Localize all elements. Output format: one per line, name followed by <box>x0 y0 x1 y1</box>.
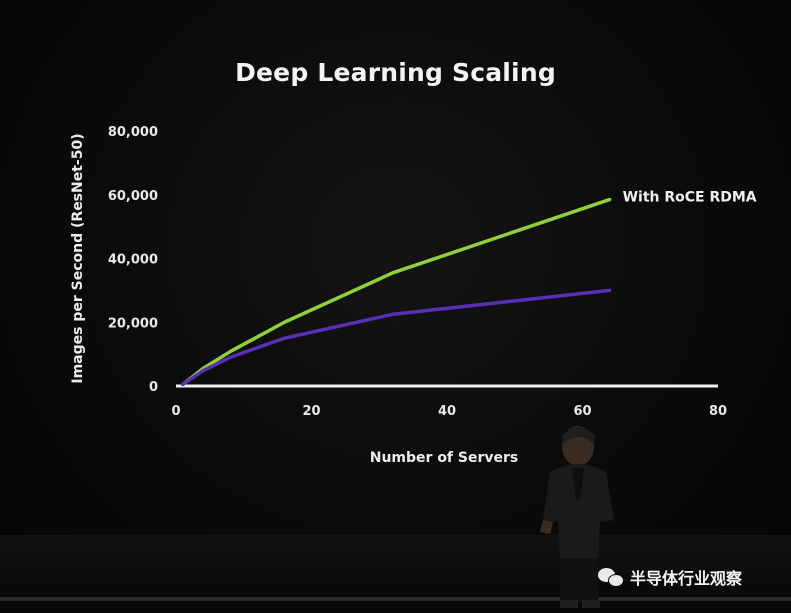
y-tick-label: 40,000 <box>108 253 158 268</box>
series-layer <box>181 197 612 387</box>
y-tick-label: 60,000 <box>108 189 158 204</box>
y-tick-label: 80,000 <box>108 125 158 140</box>
y-tick-label: 0 <box>149 380 158 395</box>
x-tick-label: 0 <box>171 404 180 419</box>
x-tick-label: 80 <box>709 404 727 419</box>
stage-edge <box>0 597 791 601</box>
watermark: 半导体行业观察 <box>598 565 742 589</box>
x-tick-label: 60 <box>573 404 591 419</box>
series-line-roce-rdma <box>181 197 612 387</box>
presenter-figure <box>540 426 614 608</box>
x-axis-label: Number of Servers <box>370 450 519 466</box>
y-tick-label: 20,000 <box>108 316 158 331</box>
x-tick-label: 40 <box>438 404 456 419</box>
y-tick-labels: 0 20,000 40,000 60,000 80,000 <box>108 125 158 395</box>
wechat-icon <box>598 567 624 587</box>
x-tick-label: 20 <box>302 404 320 419</box>
watermark-text: 半导体行业观察 <box>630 569 743 588</box>
x-tick-labels: 0 20 40 60 80 <box>171 404 727 419</box>
series-line-baseline <box>181 288 612 387</box>
y-axis-label: Images per Second (ResNet-50) <box>70 133 86 383</box>
chart-title: Deep Learning Scaling <box>235 58 556 87</box>
series-label-roce: With RoCE RDMA <box>623 190 757 206</box>
